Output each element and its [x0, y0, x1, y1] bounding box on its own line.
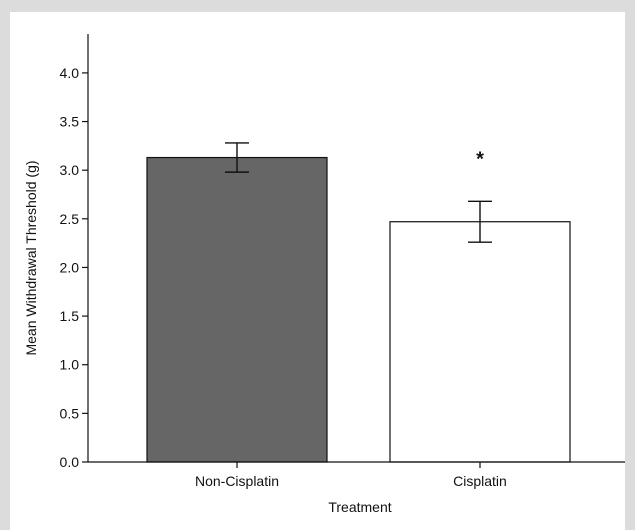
- y-tick-label: 2.5: [60, 211, 80, 227]
- x-axis-label: Treatment: [328, 499, 391, 515]
- y-tick-label: 1.0: [60, 357, 80, 373]
- y-axis-label: Mean Withdrawal Threshold (g): [23, 160, 39, 355]
- error-bars-group: [225, 142, 492, 243]
- chart-panel: 0.0 0.5 1.0 1.5 2.0 2.5 3.0 3.5 4.0 Non-Cisplati…: [10, 12, 625, 530]
- bar: [146, 156, 328, 463]
- annotations-group: *: [476, 148, 484, 170]
- significance-marker: *: [476, 148, 484, 170]
- y-tick-label: 3.0: [60, 162, 80, 178]
- bar-chart: 0.0 0.5 1.0 1.5 2.0 2.5 3.0 3.5 4.0 Non-Cisplati…: [23, 34, 625, 515]
- x-tick-label: Cisplatin: [453, 473, 507, 489]
- bar: [389, 221, 571, 463]
- bars-group: [146, 156, 571, 463]
- y-ticks-group: 0.0 0.5 1.0 1.5 2.0 2.5 3.0 3.5 4.0: [60, 65, 88, 470]
- y-tick-label: 0.5: [60, 405, 80, 421]
- y-tick-label: 3.5: [60, 114, 80, 130]
- x-ticks-group: Non-Cisplatin Cisplatin: [195, 462, 507, 489]
- x-tick-label: Non-Cisplatin: [195, 473, 279, 489]
- y-tick-label: 0.0: [60, 454, 80, 470]
- y-tick-label: 1.5: [60, 308, 80, 324]
- y-tick-label: 4.0: [60, 65, 80, 81]
- y-tick-label: 2.0: [60, 259, 80, 275]
